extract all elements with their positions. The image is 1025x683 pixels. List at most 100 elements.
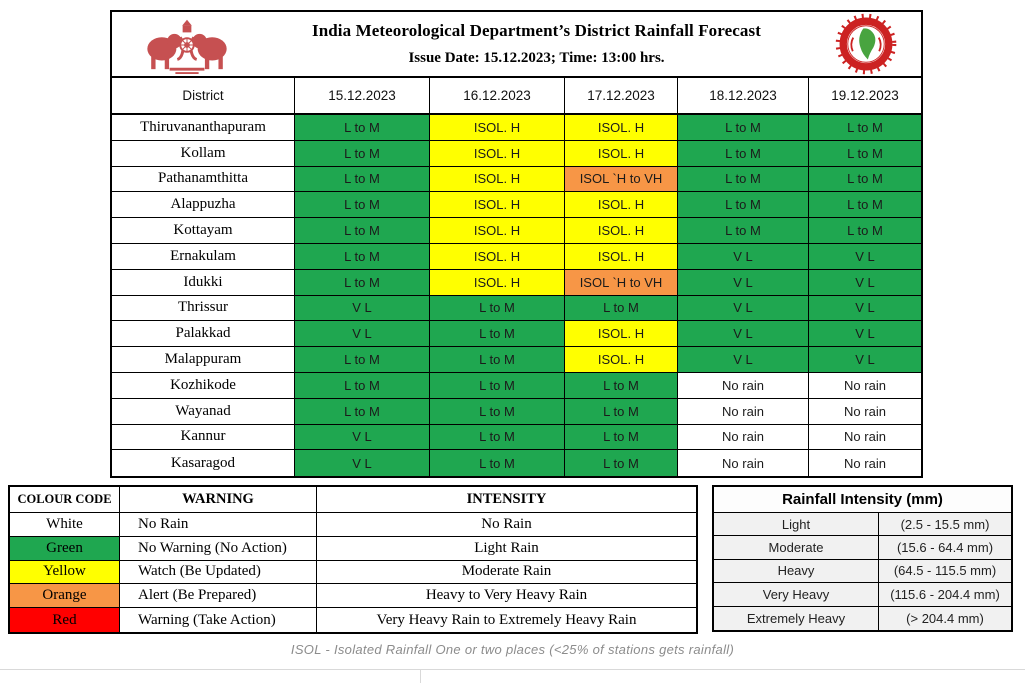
- forecast-cell: V L: [809, 295, 921, 321]
- colour-swatch: Yellow: [10, 560, 120, 584]
- district-name: Thiruvananthapuram: [112, 115, 295, 140]
- intensity-label: Light: [714, 513, 879, 536]
- forecast-cell: L to M: [295, 398, 430, 424]
- intensity-range: (15.6 - 64.4 mm): [879, 536, 1011, 559]
- forecast-cell: V L: [295, 295, 430, 321]
- forecast-cell: V L: [295, 424, 430, 450]
- table-title-band: India Meteorological Department’s Distri…: [112, 12, 921, 78]
- intensity-range: (> 204.4 mm): [879, 606, 1011, 630]
- forecast-cell: V L: [809, 243, 921, 269]
- forecast-cell: V L: [678, 269, 809, 295]
- intensity-range: (2.5 - 15.5 mm): [879, 513, 1011, 536]
- district-name: Pathanamthitta: [112, 166, 295, 192]
- district-name: Kollam: [112, 140, 295, 166]
- forecast-cell: ISOL. H: [565, 192, 678, 218]
- forecast-cell: L to M: [565, 372, 678, 398]
- forecast-cell: ISOL. H: [430, 192, 565, 218]
- imd-round-logo-icon: [811, 13, 921, 75]
- legend-row: Red Warning (Take Action) Very Heavy Rain …: [10, 608, 696, 632]
- forecast-cell: ISOL. H: [430, 243, 565, 269]
- forecast-cell: No rain: [809, 450, 921, 477]
- forecast-cell: V L: [809, 347, 921, 372]
- forecast-cell: V L: [809, 321, 921, 347]
- intensity-label: Moderate: [714, 536, 879, 559]
- intensity-row: Very Heavy (115.6 - 204.4 mm): [714, 583, 1011, 607]
- issue-date-subtitle: Issue Date: 15.12.2023; Time: 13:00 hrs.: [408, 50, 665, 66]
- forecast-cell: L to M: [565, 424, 678, 450]
- forecast-cell: No rain: [809, 372, 921, 398]
- intensity-text: Very Heavy Rain to Extremely Heavy Rain: [376, 611, 637, 628]
- forecast-cell: ISOL. H: [565, 115, 678, 140]
- gridline-horizontal: [0, 669, 1025, 670]
- forecast-cell: L to M: [430, 424, 565, 450]
- kerala-government-emblem-icon: [112, 14, 262, 74]
- intensity-label: Very Heavy: [714, 583, 879, 606]
- forecast-cell: No rain: [809, 424, 921, 450]
- legend-row: Yellow Watch (Be Updated) Moderate Rain: [10, 560, 696, 585]
- forecast-cell: V L: [678, 243, 809, 269]
- forecast-cell: ISOL. H: [430, 269, 565, 295]
- intensity-label: Extremely Heavy: [714, 606, 879, 630]
- rainfall-intensity-table: Rainfall Intensity (mm) Light (2.5 - 15.5…: [712, 485, 1013, 632]
- forecast-cell: L to M: [809, 166, 921, 192]
- forecast-cell: ISOL. H: [565, 347, 678, 372]
- forecast-cell: V L: [678, 321, 809, 347]
- legend-header-colour-code: COLOUR CODE: [10, 487, 120, 512]
- forecast-cell: L to M: [565, 450, 678, 477]
- date-column-header: 16.12.2023: [430, 78, 565, 113]
- forecast-cell: L to M: [809, 218, 921, 243]
- district-name: Kozhikode: [112, 372, 295, 398]
- forecast-cell: V L: [678, 295, 809, 321]
- legend-row: Green No Warning (No Action) Light Rain: [10, 536, 696, 561]
- forecast-cell: L to M: [430, 295, 565, 321]
- forecast-cell: L to M: [809, 192, 921, 218]
- intensity-row: Moderate (15.6 - 64.4 mm): [714, 536, 1011, 560]
- forecast-cell: No rain: [678, 450, 809, 477]
- date-column-header: 17.12.2023: [565, 78, 678, 113]
- date-column-header: 18.12.2023: [678, 78, 809, 113]
- warning-text: Warning (Take Action): [120, 608, 317, 632]
- intensity-row: Heavy (64.5 - 115.5 mm): [714, 559, 1011, 584]
- legend-header-warning: WARNING: [120, 487, 317, 512]
- intensity-text: No Rain: [481, 515, 532, 532]
- forecast-cell: ISOL. H: [565, 218, 678, 243]
- colour-swatch: Green: [10, 536, 120, 560]
- district-name: Ernakulam: [112, 243, 295, 269]
- intensity-text: Heavy to Very Heavy Rain: [425, 587, 588, 604]
- forecast-cell: ISOL. H: [430, 115, 565, 140]
- column-header-row: District 15.12.2023 16.12.2023 17.12.2023 18…: [112, 78, 921, 115]
- forecast-cell: ISOL. H: [430, 218, 565, 243]
- district-name: Idukki: [112, 269, 295, 295]
- forecast-cell: L to M: [678, 166, 809, 192]
- intensity-label: Heavy: [714, 559, 879, 583]
- forecast-cell: L to M: [565, 398, 678, 424]
- forecast-cell: V L: [295, 321, 430, 347]
- legend-row: White No Rain No Rain: [10, 513, 696, 537]
- forecast-cell: L to M: [295, 347, 430, 372]
- forecast-cell: No rain: [678, 398, 809, 424]
- colour-code-legend-table: COLOUR CODE WARNING INTENSITY White No Ra…: [8, 485, 698, 634]
- forecast-cell: L to M: [295, 140, 430, 166]
- forecast-cell: V L: [809, 269, 921, 295]
- intensity-text: Moderate Rain: [461, 563, 552, 580]
- forecast-cell: L to M: [430, 450, 565, 477]
- page-title: India Meteorological Department’s Distri…: [311, 21, 761, 40]
- forecast-cell: L to M: [295, 218, 430, 243]
- forecast-cell: L to M: [295, 192, 430, 218]
- district-name: Thrissur: [112, 295, 295, 321]
- forecast-cell: L to M: [295, 269, 430, 295]
- forecast-cell: L to M: [565, 295, 678, 321]
- forecast-cell: No rain: [678, 372, 809, 398]
- forecast-cell: ISOL. H: [430, 140, 565, 166]
- forecast-cell: V L: [678, 347, 809, 372]
- intensity-range: (115.6 - 204.4 mm): [879, 583, 1011, 606]
